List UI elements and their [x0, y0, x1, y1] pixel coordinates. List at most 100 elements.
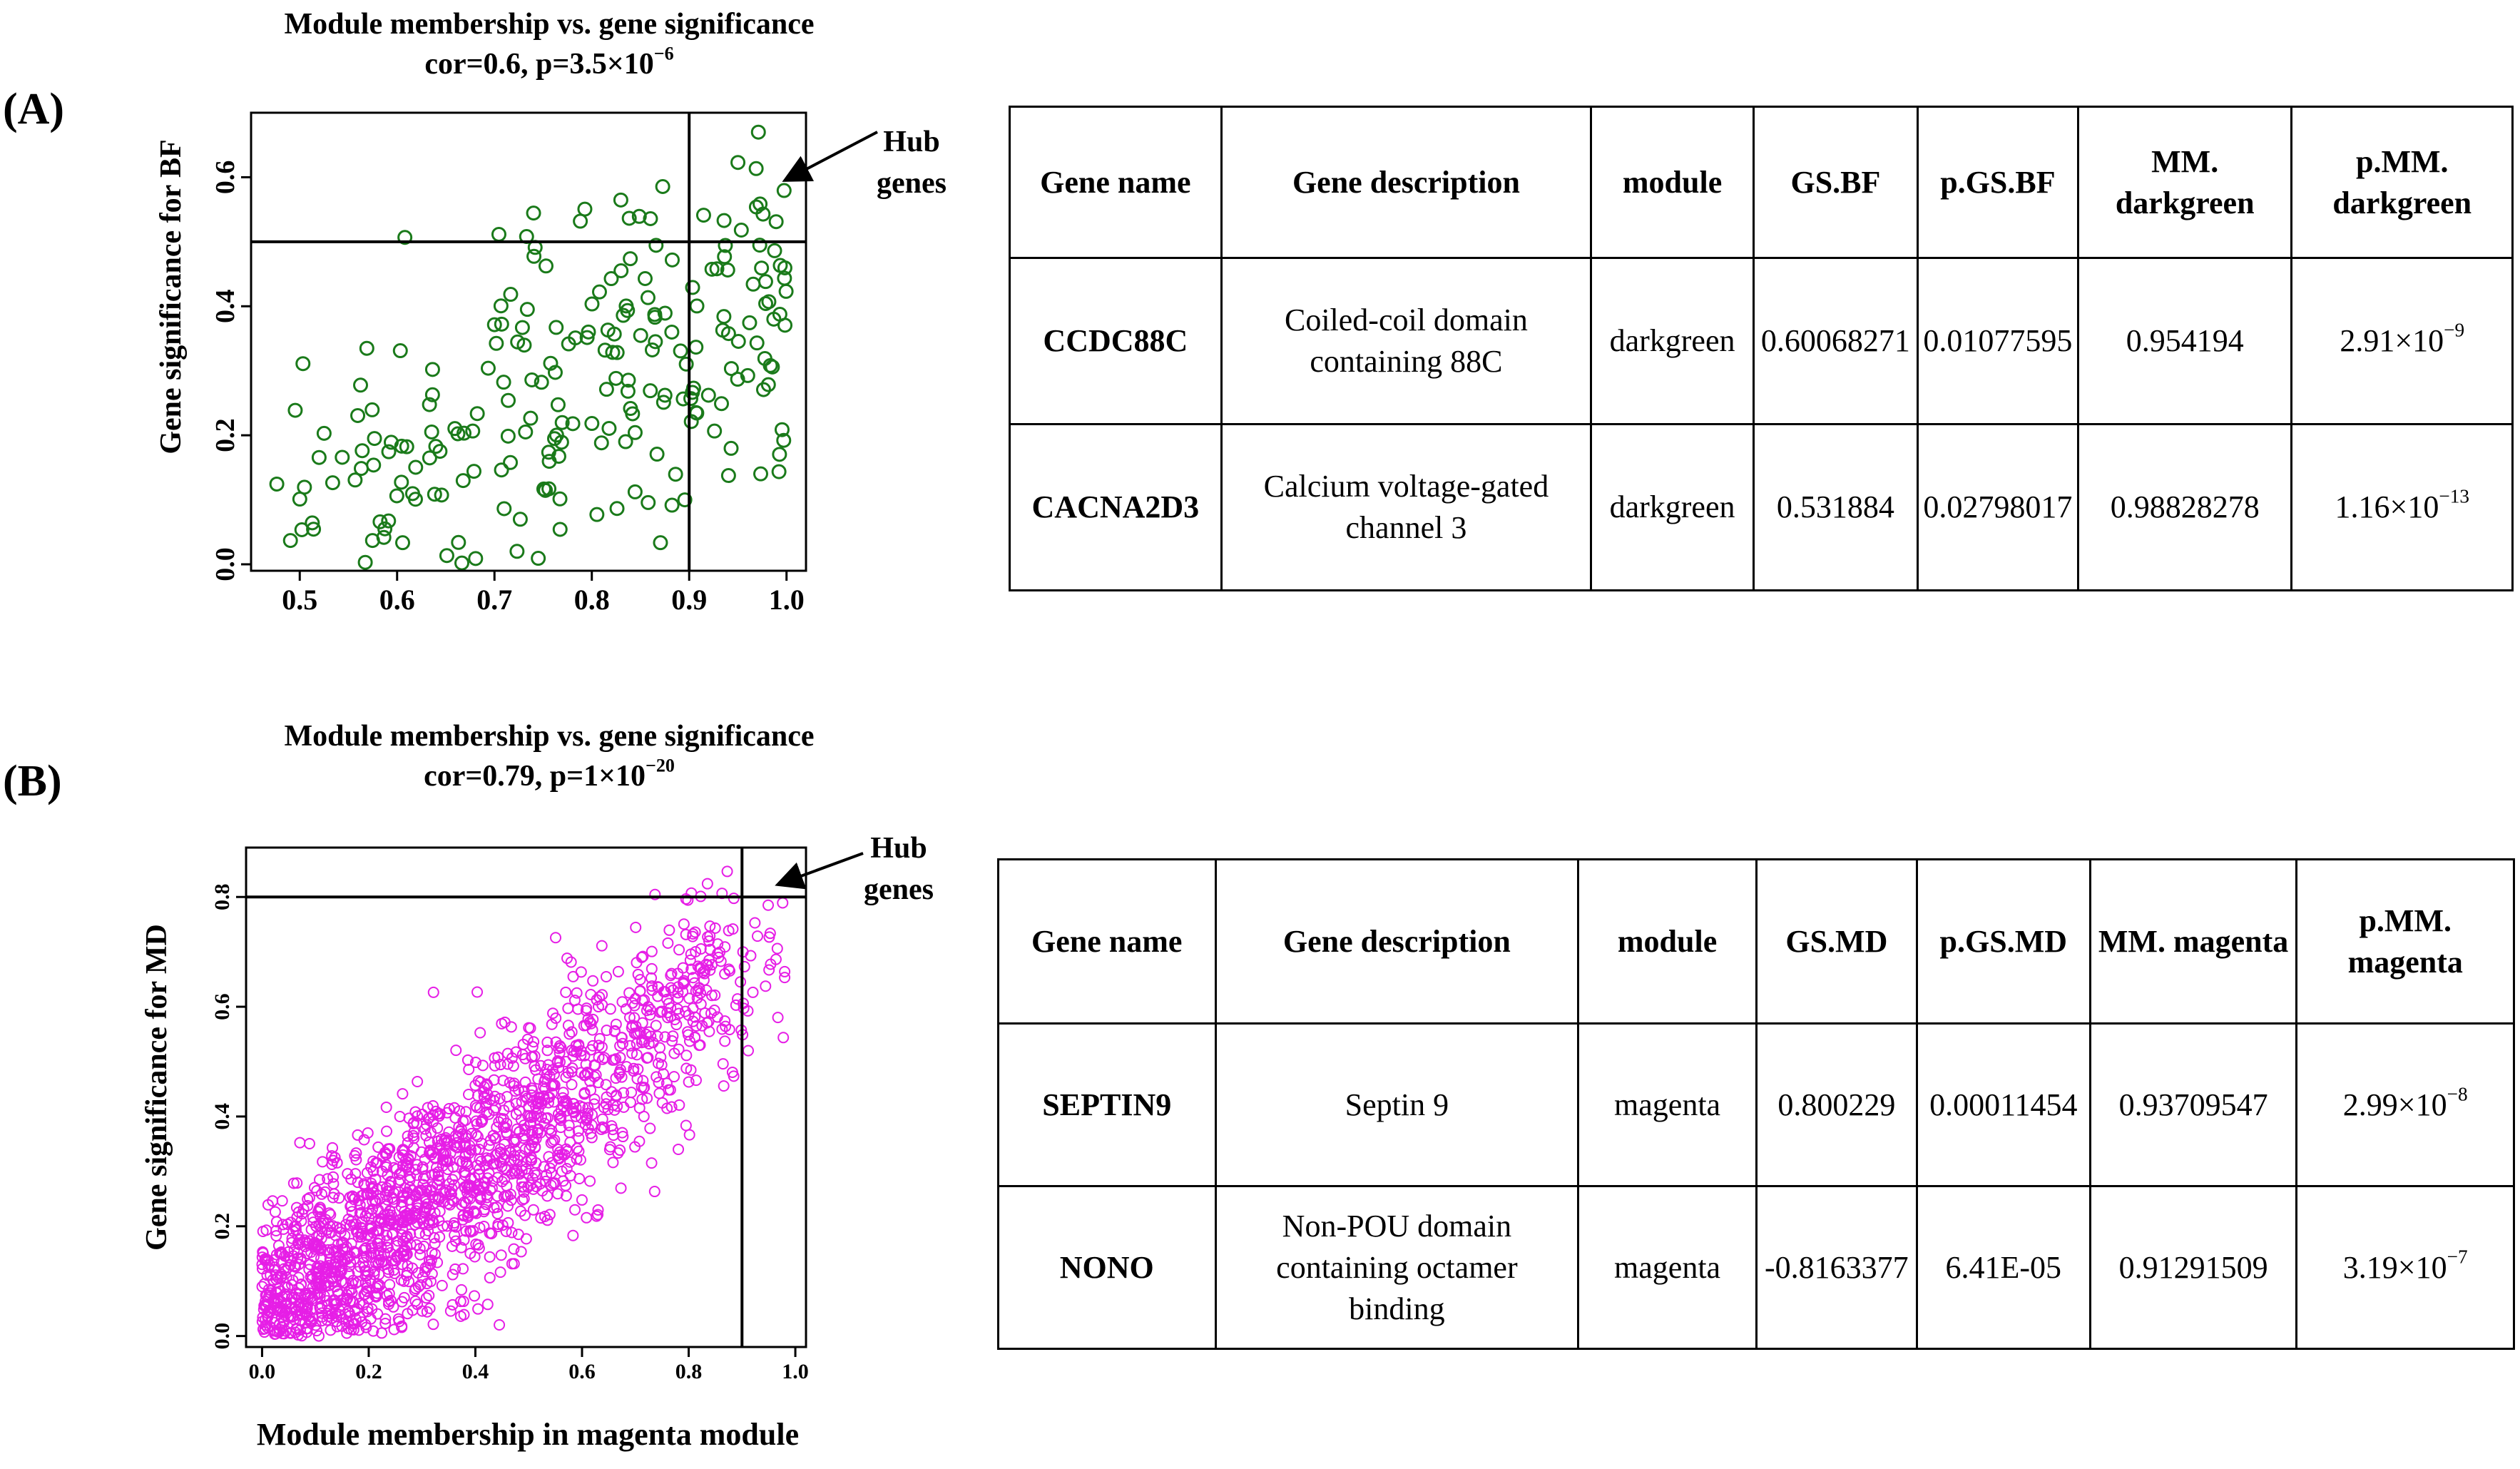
data-point	[730, 155, 746, 171]
data-point	[476, 1059, 489, 1072]
data-point	[653, 1087, 665, 1099]
data-point	[508, 1077, 520, 1089]
data-point	[262, 1199, 274, 1211]
data-point	[716, 1023, 728, 1035]
data-point	[683, 1035, 695, 1047]
data-point	[544, 1162, 556, 1174]
data-point	[709, 261, 725, 277]
data-point	[345, 1295, 357, 1307]
data-point	[474, 1027, 486, 1039]
data-point	[409, 1106, 422, 1118]
data-point	[293, 1239, 305, 1251]
data-point	[312, 1330, 325, 1342]
data-point	[444, 1305, 456, 1317]
data-point	[767, 243, 782, 258]
data-point	[546, 1080, 558, 1092]
table-b-header: p.GS.MD	[1915, 858, 2091, 1025]
data-point	[455, 473, 471, 489]
data-point	[457, 1263, 469, 1275]
data-point	[695, 208, 711, 223]
data-point	[658, 1068, 670, 1080]
data-point	[526, 205, 541, 221]
data-point	[258, 1278, 270, 1290]
data-point	[443, 1126, 455, 1138]
data-point	[685, 380, 701, 396]
data-point	[515, 1114, 527, 1126]
data-point	[500, 428, 516, 444]
data-point	[329, 1295, 341, 1307]
data-point	[687, 927, 699, 940]
data-point	[546, 1018, 558, 1030]
data-point	[459, 1181, 471, 1193]
table-a-header: MM. darkgreen	[2076, 106, 2293, 259]
data-point	[683, 1076, 695, 1088]
table-a-header: Gene description	[1220, 106, 1593, 259]
p-mm-cell: 1.16×10−13	[2290, 423, 2514, 591]
chart-b-xlabel: Module membership in magenta module	[256, 1417, 800, 1452]
data-point	[749, 917, 761, 929]
table-a-header: GS.BF	[1752, 106, 1919, 259]
data-point	[600, 971, 612, 983]
data-point	[662, 937, 674, 949]
data-point	[426, 1246, 438, 1259]
data-point	[347, 1323, 359, 1336]
data-point	[684, 954, 696, 966]
data-point	[683, 1009, 695, 1021]
data-point	[305, 515, 320, 531]
table-row: SEPTIN9 Septin 9 magenta 0.800229 0.0001…	[997, 1022, 2515, 1187]
data-point	[481, 1106, 493, 1118]
data-point	[434, 1205, 446, 1217]
mm-cell: 0.93709547	[2088, 1022, 2298, 1187]
data-point	[361, 1306, 373, 1318]
data-point	[427, 487, 442, 502]
data-point	[534, 375, 549, 390]
data-point	[492, 1051, 504, 1063]
data-point	[636, 1093, 648, 1105]
data-point	[409, 1164, 422, 1176]
data-point	[665, 1101, 678, 1113]
data-point	[527, 1136, 539, 1148]
data-point	[334, 1261, 346, 1273]
data-point	[695, 998, 707, 1010]
data-point	[336, 1320, 348, 1332]
data-point	[365, 1240, 377, 1252]
data-point	[521, 1092, 533, 1104]
data-point	[565, 416, 581, 432]
data-point	[360, 1285, 372, 1297]
data-point	[631, 1049, 643, 1061]
gs-cell: 0.800229	[1755, 1022, 1918, 1187]
data-point	[588, 1093, 601, 1105]
data-point	[528, 1036, 540, 1048]
data-point	[670, 1019, 683, 1031]
data-point	[424, 362, 440, 377]
data-point	[427, 1318, 439, 1331]
data-point	[469, 1079, 481, 1092]
table-b-header: p.MM. magenta	[2295, 858, 2515, 1025]
data-point	[359, 1179, 371, 1191]
data-point	[325, 475, 340, 491]
data-point	[757, 350, 772, 366]
data-point	[369, 1197, 382, 1209]
data-point	[457, 1296, 469, 1308]
data-point	[275, 1285, 287, 1297]
data-point	[683, 391, 699, 407]
data-point	[327, 1178, 340, 1190]
data-point	[576, 1194, 588, 1206]
data-point	[417, 1161, 429, 1173]
table-b-header-row: Gene name Gene description module GS.MD …	[997, 858, 2515, 1025]
data-point	[500, 1225, 512, 1237]
data-point	[515, 1205, 527, 1217]
data-point	[392, 343, 408, 359]
data-point	[691, 992, 703, 1004]
data-point	[436, 1279, 448, 1291]
data-point	[432, 1170, 444, 1182]
table-a-header-row: Gene name Gene description module GS.BF …	[1009, 106, 2514, 259]
data-point	[526, 1084, 539, 1097]
data-point	[600, 1079, 612, 1091]
data-point	[434, 1231, 446, 1243]
data-point	[690, 1020, 703, 1032]
data-point	[361, 1166, 373, 1179]
data-point	[726, 1066, 738, 1078]
data-point	[432, 1191, 444, 1203]
data-point	[646, 945, 658, 957]
